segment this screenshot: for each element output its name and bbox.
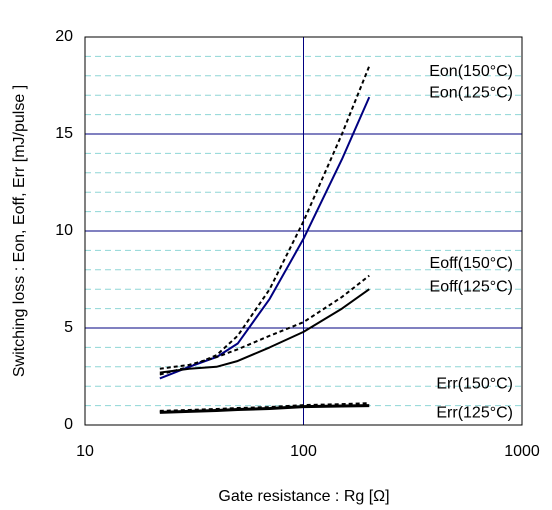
y-tick-label: 20: [55, 28, 73, 45]
x-tick-label: 1000: [504, 443, 540, 460]
series-label: Eoff(125°C): [430, 278, 513, 295]
series-label: Err(125°C): [436, 405, 513, 422]
y-axis-label: Switching loss : Eon, Eoff, Err [mJ/puls…: [11, 85, 28, 377]
x-axis-label: Gate resistance : Rg [Ω]: [218, 488, 389, 505]
x-tick-label: 10: [76, 443, 94, 460]
series-label: Eoff(150°C): [430, 255, 513, 272]
series-line: [159, 404, 370, 414]
y-tick-label: 5: [64, 319, 73, 336]
y-tick-label: 10: [55, 222, 73, 239]
series-line: [159, 96, 371, 380]
series-line: [159, 274, 370, 370]
series-line: [159, 288, 370, 374]
series-label: Eon(125°C): [429, 84, 513, 101]
series-label: Eon(150°C): [429, 63, 513, 80]
series-label: Err(150°C): [436, 375, 513, 392]
plot-frame: [84, 36, 523, 426]
x-tick-label: 100: [290, 443, 317, 460]
y-tick-label: 0: [64, 416, 73, 433]
y-tick-label: 15: [55, 125, 73, 142]
